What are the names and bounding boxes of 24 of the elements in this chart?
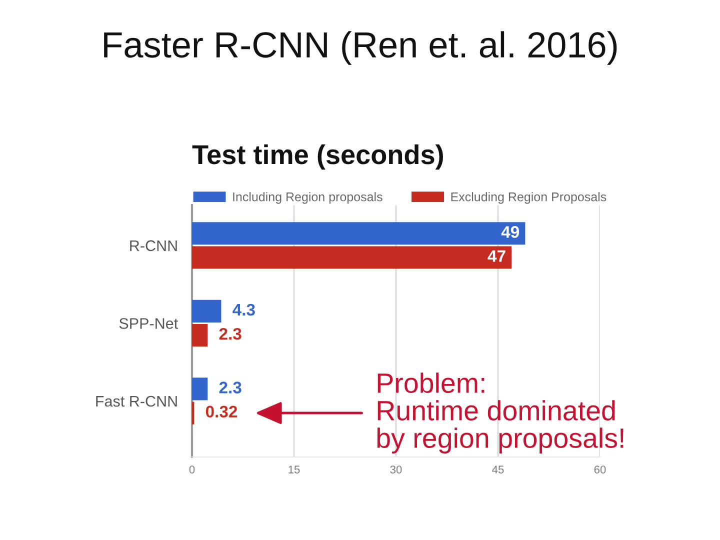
data-label: 2.3 [219, 382, 242, 394]
chart-subtitle: Test time (seconds) [192, 144, 443, 170]
data-label: 47 [488, 250, 506, 262]
data-label: 2.3 [219, 328, 242, 340]
annotation: Problem: Runtime dominated by region proposals! [377, 372, 624, 454]
chart-title: Faster R-CNN (Ren et. al. 2016) [104, 31, 617, 65]
y-tick-label: Fast R-CNN [96, 396, 177, 407]
bar [192, 378, 208, 400]
y-tick-label: R-CNN [130, 240, 177, 252]
data-label: 0.32 [206, 406, 238, 418]
bar [192, 246, 512, 269]
x-tick-label: 0 [189, 466, 195, 474]
y-tick-label: SPP-Net [119, 318, 178, 329]
data-label: 49 [501, 226, 520, 238]
bar [192, 222, 526, 245]
legend-label: Including Region proposals [233, 192, 382, 204]
legend-label: Excluding Region Proposals [451, 192, 606, 204]
bar [192, 300, 222, 322]
data-label: 4.3 [232, 304, 255, 316]
bar [192, 324, 208, 347]
x-tick-label: 15 [288, 466, 300, 474]
x-tick-label: 60 [594, 466, 606, 474]
x-tick-label: 45 [492, 466, 504, 474]
x-tick-label: 30 [390, 466, 402, 474]
